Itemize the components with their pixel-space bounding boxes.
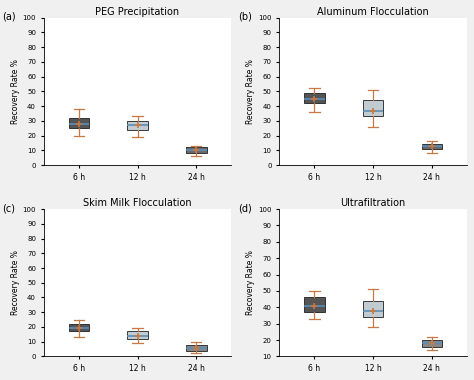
Y-axis label: Recovery Rate %: Recovery Rate % xyxy=(11,250,20,315)
PathPatch shape xyxy=(304,298,325,312)
Y-axis label: Recovery Rate %: Recovery Rate % xyxy=(11,59,20,124)
Title: Aluminum Flocculation: Aluminum Flocculation xyxy=(317,7,429,17)
PathPatch shape xyxy=(421,340,442,347)
Title: Ultrafiltration: Ultrafiltration xyxy=(340,198,406,208)
PathPatch shape xyxy=(186,345,207,350)
PathPatch shape xyxy=(186,147,207,153)
PathPatch shape xyxy=(304,93,325,103)
Text: (d): (d) xyxy=(238,203,252,213)
PathPatch shape xyxy=(363,301,383,317)
Text: (c): (c) xyxy=(2,203,15,213)
Y-axis label: Recovery Rate %: Recovery Rate % xyxy=(246,59,255,124)
PathPatch shape xyxy=(69,118,89,128)
Text: (a): (a) xyxy=(2,12,16,22)
PathPatch shape xyxy=(69,324,89,331)
Title: PEG Precipitation: PEG Precipitation xyxy=(95,7,180,17)
Title: Skim Milk Flocculation: Skim Milk Flocculation xyxy=(83,198,192,208)
PathPatch shape xyxy=(128,121,148,130)
Y-axis label: Recovery Rate %: Recovery Rate % xyxy=(246,250,255,315)
PathPatch shape xyxy=(363,100,383,116)
PathPatch shape xyxy=(421,144,442,149)
PathPatch shape xyxy=(128,331,148,339)
Text: (b): (b) xyxy=(238,12,252,22)
